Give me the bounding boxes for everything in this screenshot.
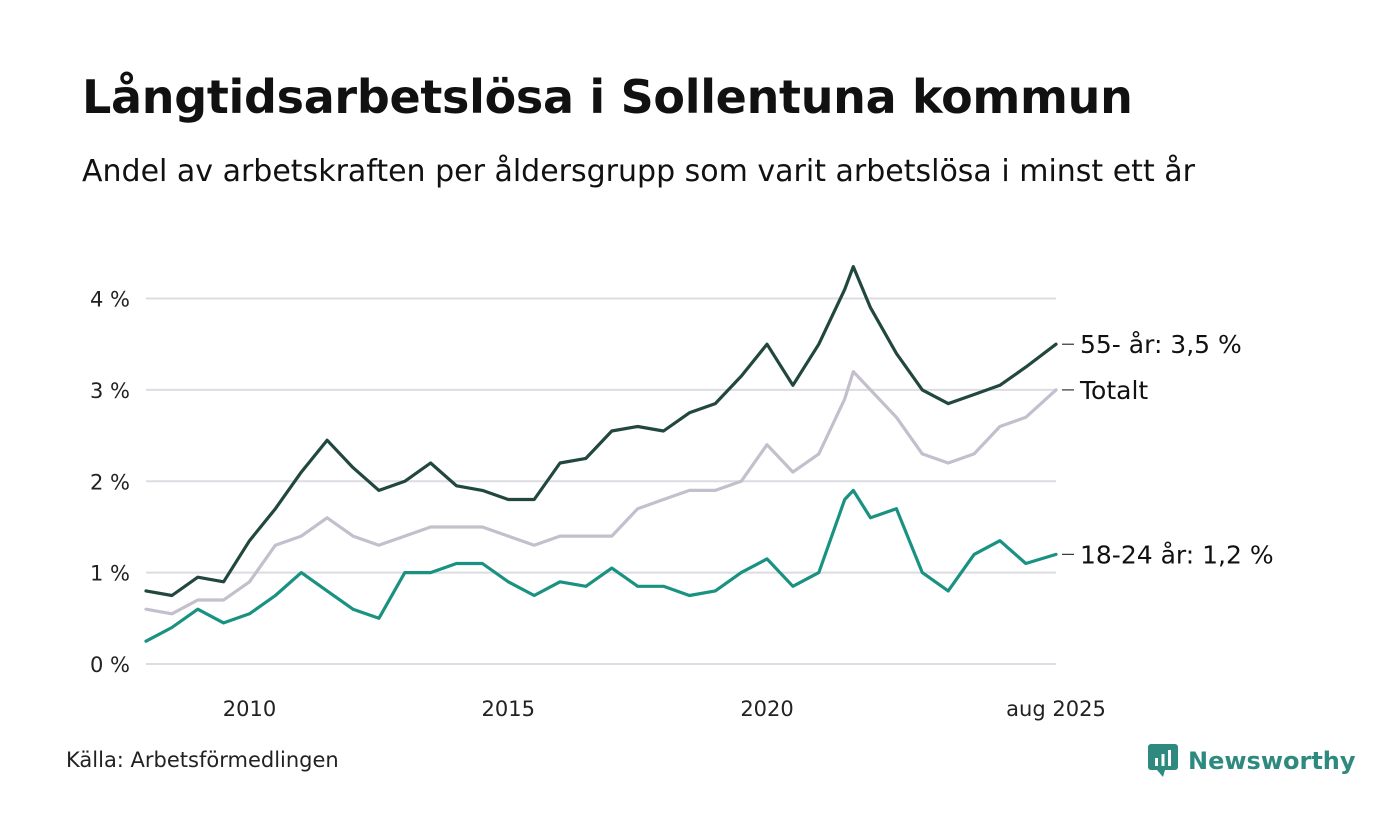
series-lines bbox=[144, 265, 1058, 643]
y-tick-label: 1 % bbox=[90, 562, 130, 586]
series-end-labels: 55- år: 3,5 % Totalt 18-24 år: 1,2 % bbox=[1062, 330, 1274, 569]
y-tick-label: 2 % bbox=[90, 470, 130, 494]
x-tick-label: 2020 bbox=[740, 697, 793, 721]
series-line-young bbox=[144, 488, 1058, 643]
end-label-total: Totalt bbox=[1079, 376, 1148, 405]
x-axis-tick-labels: 2010 2015 2020 aug 2025 bbox=[223, 697, 1106, 721]
y-tick-label: 4 % bbox=[90, 288, 130, 312]
y-axis-tick-labels: 0 % 1 % 2 % 3 % 4 % bbox=[90, 288, 130, 677]
x-tick-label: 2015 bbox=[482, 697, 535, 721]
end-label-older: 55- år: 3,5 % bbox=[1080, 330, 1242, 359]
series-line-older bbox=[144, 265, 1058, 598]
grid-lines bbox=[146, 297, 1056, 665]
newsworthy-logo-icon bbox=[1148, 744, 1178, 777]
source-note: Källa: Arbetsförmedlingen bbox=[66, 748, 339, 772]
brand-logo[interactable]: Newsworthy bbox=[1148, 744, 1356, 778]
x-tick-label: 2010 bbox=[223, 697, 276, 721]
chart-subtitle: Andel av arbetskraften per åldersgrupp s… bbox=[82, 154, 1195, 189]
end-label-young: 18-24 år: 1,2 % bbox=[1080, 540, 1274, 569]
y-tick-label: 0 % bbox=[90, 653, 130, 677]
x-tick-label: aug 2025 bbox=[1006, 697, 1106, 721]
chart-title: Långtidsarbetslösa i Sollentuna kommun bbox=[82, 70, 1133, 124]
series-line-total bbox=[144, 370, 1058, 616]
y-tick-label: 3 % bbox=[90, 379, 130, 403]
brand-name: Newsworthy bbox=[1188, 747, 1356, 775]
